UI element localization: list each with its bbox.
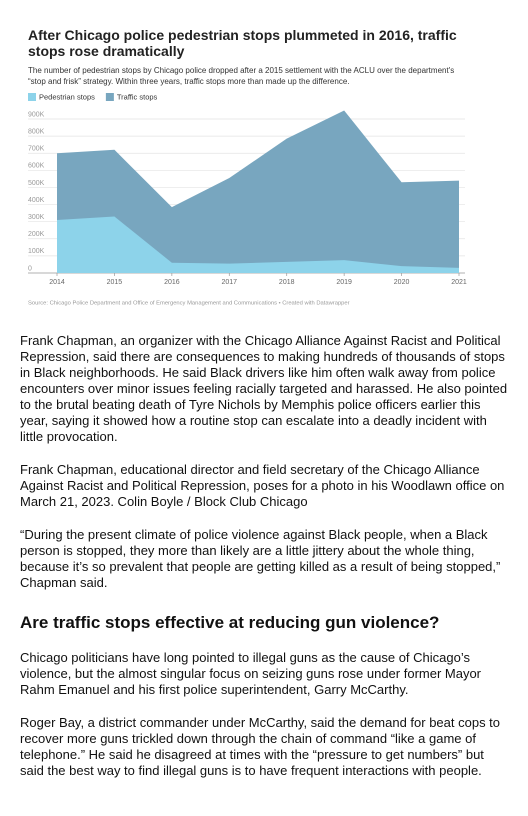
chart: Pedestrian stops Traffic stops 0 100K 200K 30… xyxy=(28,92,467,307)
x-tick-label: 2020 xyxy=(394,279,410,286)
paragraph: “During the present climate of police vi… xyxy=(20,527,501,590)
x-tick-label: 2019 xyxy=(336,279,352,286)
chart-title: After Chicago police pedestrian stops pl… xyxy=(28,27,457,59)
y-tick-label: 0 xyxy=(28,265,32,272)
chart-subtitle: The number of pedestrian stops by Chicag… xyxy=(28,66,455,86)
x-tick-label: 2014 xyxy=(49,279,65,286)
y-tick-label: 900K xyxy=(28,111,45,118)
paragraph: Roger Bay, a district commander under Mc… xyxy=(20,715,501,778)
y-tick-label: 100K xyxy=(28,248,45,255)
y-tick-label: 600K xyxy=(28,163,45,170)
y-tick-label: 400K xyxy=(28,197,45,204)
y-tick-label: 300K xyxy=(28,214,45,221)
y-tick-label: 500K xyxy=(28,180,45,187)
paragraph: Chicago politicians have long pointed to… xyxy=(20,650,482,697)
y-tick-label: 700K xyxy=(28,146,45,153)
paragraph: Frank Chapman, educational director and … xyxy=(20,462,505,509)
x-tick-label: 2017 xyxy=(221,279,237,286)
x-tick-label: 2021 xyxy=(451,279,467,286)
x-tick-label: 2016 xyxy=(164,279,180,286)
article: Frank Chapman, an organizer with the Chi… xyxy=(20,333,508,796)
x-tick-label: 2015 xyxy=(107,279,123,286)
paragraph: Frank Chapman, an organizer with the Chi… xyxy=(20,333,508,444)
legend-swatch xyxy=(105,93,114,101)
heading: Are traffic stops effective at reducing … xyxy=(20,613,440,632)
area xyxy=(57,216,459,273)
legend-label: Traffic stops xyxy=(117,92,158,101)
y-tick-label: 800K xyxy=(28,128,45,135)
x-tick-label: 2018 xyxy=(279,279,295,286)
legend-label: Pedestrian stops xyxy=(39,92,95,101)
area xyxy=(57,110,459,273)
y-tick-label: 200K xyxy=(28,231,45,238)
legend-swatch xyxy=(28,93,36,101)
chart-source: Source: Chicago Police Department and Of… xyxy=(28,301,350,307)
